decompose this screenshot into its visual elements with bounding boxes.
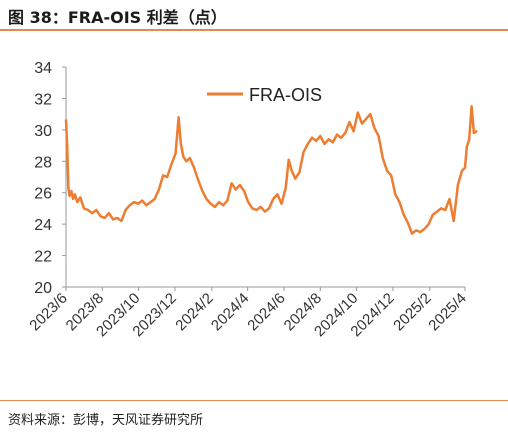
line-chart: 20 22 24 26 28 30 32 34 2023/62023/82023/102023… — [26, 60, 478, 340]
y-tick-label: 30 — [34, 123, 52, 140]
x-tick-label: 2025/4 — [425, 290, 469, 334]
x-tick-label: 2024/4 — [208, 290, 252, 334]
y-tick-label: 26 — [34, 186, 52, 203]
series-line-fra-ois — [64, 105, 478, 235]
y-tick-label: 24 — [34, 217, 52, 234]
x-tick-label: 2025/2 — [390, 290, 434, 334]
footer-rule — [0, 400, 508, 401]
y-tick-label: 32 — [34, 91, 52, 108]
source-note: 资料来源：彭博，天风证券研究所 — [8, 413, 204, 428]
chart-axes — [65, 67, 465, 288]
x-tick-label: 2024/2 — [172, 290, 216, 334]
y-tick-label: 34 — [34, 60, 52, 77]
x-axis-ticks: 2023/62023/82023/102023/122024/22024/420… — [26, 287, 470, 340]
y-tick-label: 28 — [34, 154, 52, 171]
x-tick-label: 2024/6 — [244, 290, 288, 334]
title-rule — [0, 29, 508, 31]
y-tick-label: 20 — [34, 280, 52, 297]
legend: FRA-OIS — [207, 85, 322, 105]
y-tick-label: 22 — [34, 249, 52, 266]
figure-title: 图 38：FRA-OIS 利差（点） — [8, 8, 227, 27]
y-axis-ticks: 20 22 24 26 28 30 32 34 — [34, 60, 66, 297]
legend-label: FRA-OIS — [249, 85, 322, 105]
series-lines — [64, 105, 478, 235]
